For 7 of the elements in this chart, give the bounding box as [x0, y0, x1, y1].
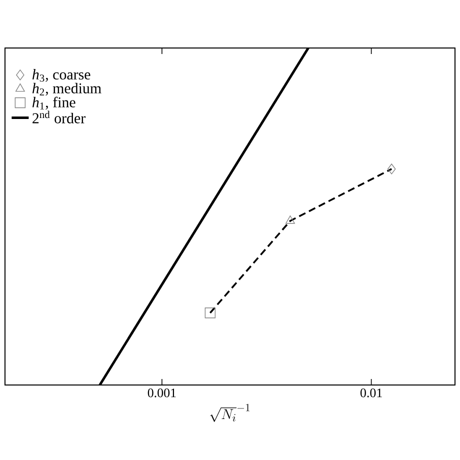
x-tick-label: 0.01	[360, 388, 382, 398]
legend-label: h$_{1}$, fine	[32, 96, 76, 110]
legend-label: h$_{3}$, coarse	[32, 69, 90, 82]
x-tick-label: 0.001	[148, 388, 176, 398]
x-axis-title: $\sqrt{N_i}^{-1}$	[210, 404, 250, 422]
legend-label: h$_{2}$, medium	[32, 82, 102, 96]
legend-label: 2$^{nd}$ order	[32, 110, 86, 124]
